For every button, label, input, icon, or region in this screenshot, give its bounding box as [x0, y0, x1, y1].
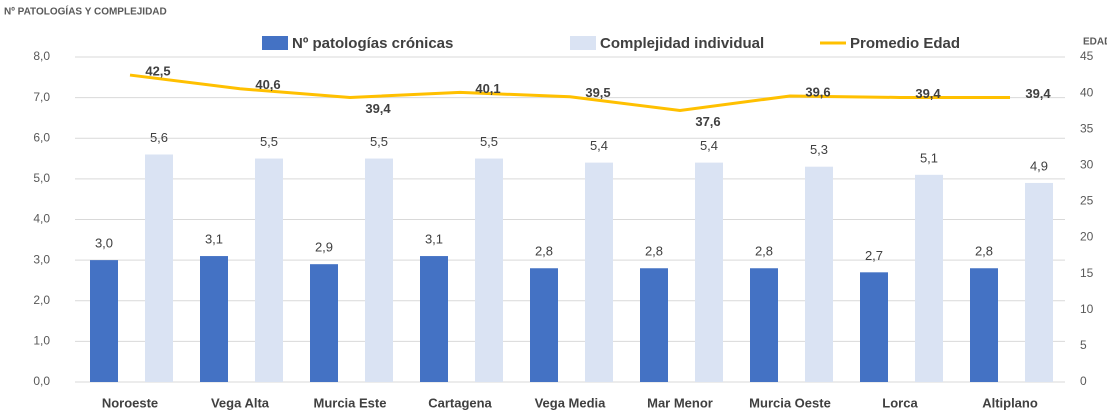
bar — [585, 162, 613, 382]
bar — [530, 268, 558, 382]
bar — [915, 174, 943, 382]
bar-value-label: 5,4 — [700, 138, 718, 153]
x-tick-label: Noroeste — [102, 395, 158, 410]
y-tick-label: 2,0 — [33, 293, 50, 307]
legend-label: Nº patologías crónicas — [292, 35, 453, 52]
bar-value-label: 2,7 — [865, 248, 883, 263]
y-tick-label: 5,0 — [33, 171, 50, 185]
bar — [145, 154, 173, 382]
y-tick-label: 1,0 — [33, 334, 50, 348]
bar-value-label: 5,5 — [480, 134, 498, 149]
bar — [200, 256, 228, 382]
line-value-label: 40,6 — [255, 77, 280, 92]
y-tick-label: 3,0 — [33, 252, 50, 266]
x-tick-label: Murcia Este — [314, 395, 387, 410]
y2-tick-label: 45 — [1080, 49, 1094, 63]
bar — [750, 268, 778, 382]
bar-value-label: 3,0 — [95, 236, 113, 251]
y2-tick-label: 40 — [1080, 85, 1094, 99]
bar-value-label: 3,1 — [205, 232, 223, 247]
y-tick-label: 4,0 — [33, 212, 50, 226]
y2-tick-label: 30 — [1080, 158, 1094, 172]
x-tick-label: Mar Menor — [647, 395, 713, 410]
y2-tick-label: 5 — [1080, 338, 1087, 352]
bar-value-label: 3,1 — [425, 232, 443, 247]
bar — [365, 158, 393, 382]
bar — [1025, 182, 1053, 382]
bar-value-label: 2,8 — [535, 244, 553, 259]
y2-tick-label: 10 — [1080, 302, 1094, 316]
bar-value-label: 2,9 — [315, 240, 333, 255]
line-value-label: 39,5 — [585, 85, 610, 100]
y2-tick-label: 0 — [1080, 374, 1087, 388]
y-axis-title: Nº PATOLOGÍAS Y COMPLEJIDAD — [4, 5, 167, 18]
bar — [805, 166, 833, 382]
y2-tick-label: 35 — [1080, 121, 1094, 135]
line-value-label: 37,6 — [695, 114, 720, 129]
bar-value-label: 5,5 — [260, 134, 278, 149]
bar-value-label: 2,8 — [975, 244, 993, 259]
bar-value-label: 2,8 — [645, 244, 663, 259]
x-tick-label: Lorca — [882, 395, 918, 410]
x-tick-label: Vega Alta — [211, 395, 270, 410]
y2-axis-title: EDAD — [1083, 37, 1107, 48]
legend-label: Complejidad individual — [600, 35, 764, 52]
bar — [90, 260, 118, 382]
line-value-label: 39,4 — [1025, 86, 1051, 101]
bar — [420, 256, 448, 382]
x-tick-label: Altiplano — [982, 395, 1038, 410]
y-tick-label: 6,0 — [33, 130, 50, 144]
bar-value-label: 5,4 — [590, 138, 608, 153]
y-tick-label: 0,0 — [33, 374, 50, 388]
bar-value-label: 5,3 — [810, 142, 828, 157]
y2-tick-label: 20 — [1080, 230, 1094, 244]
y-tick-label: 7,0 — [33, 90, 50, 104]
bar — [860, 272, 888, 382]
bar-value-label: 5,5 — [370, 134, 388, 149]
x-tick-label: Murcia Oeste — [749, 395, 831, 410]
bar — [970, 268, 998, 382]
bar — [640, 268, 668, 382]
line-value-label: 39,4 — [915, 86, 941, 101]
bar — [310, 264, 338, 382]
bar-value-label: 4,9 — [1030, 158, 1048, 173]
bar — [695, 162, 723, 382]
y2-tick-label: 25 — [1080, 194, 1094, 208]
line-value-label: 39,4 — [365, 101, 391, 116]
legend-swatch — [262, 36, 288, 50]
line-value-label: 40,1 — [475, 81, 500, 96]
line-value-label: 39,6 — [805, 84, 830, 99]
bar-value-label: 5,1 — [920, 150, 938, 165]
y2-tick-label: 15 — [1080, 266, 1094, 280]
bar-value-label: 2,8 — [755, 244, 773, 259]
bar-value-label: 5,6 — [150, 130, 168, 145]
line — [129, 73, 1010, 112]
bar — [475, 158, 503, 382]
x-tick-label: Vega Media — [535, 395, 607, 410]
bar — [255, 158, 283, 382]
legend-swatch — [570, 36, 596, 50]
x-tick-label: Cartagena — [428, 395, 492, 410]
y-tick-label: 8,0 — [33, 49, 50, 63]
line-value-label: 42,5 — [145, 63, 170, 78]
legend-label: Promedio Edad — [850, 35, 960, 52]
